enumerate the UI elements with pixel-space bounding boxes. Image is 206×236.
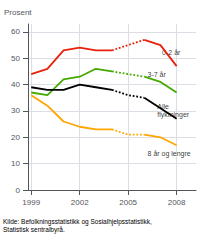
svg-text:flyktninger: flyktninger	[157, 111, 190, 119]
svg-text:Kilde: Befolkningsstatistikk o: Kilde: Befolkningsstatistikk og Sosialhj…	[3, 218, 152, 226]
svg-text:2005: 2005	[119, 198, 137, 207]
svg-text:0: 0	[16, 186, 21, 195]
svg-text:2008: 2008	[168, 198, 186, 207]
svg-text:60: 60	[11, 27, 20, 36]
svg-text:Alle: Alle	[157, 103, 169, 111]
svg-text:40: 40	[11, 80, 20, 89]
svg-text:50: 50	[11, 54, 20, 63]
svg-text:8 år og lengre: 8 år og lengre	[148, 150, 191, 158]
svg-text:0-2 år: 0-2 år	[162, 49, 181, 57]
svg-text:Statistisk sentralbyrå.: Statistisk sentralbyrå.	[3, 226, 65, 234]
svg-text:10: 10	[11, 159, 20, 168]
svg-text:30: 30	[11, 106, 20, 115]
svg-text:3-7 år: 3-7 år	[148, 71, 167, 78]
svg-text:20: 20	[11, 133, 20, 142]
svg-text:1999: 1999	[22, 198, 40, 207]
svg-text:Prosent: Prosent	[4, 8, 32, 17]
svg-text:2002: 2002	[71, 198, 89, 207]
